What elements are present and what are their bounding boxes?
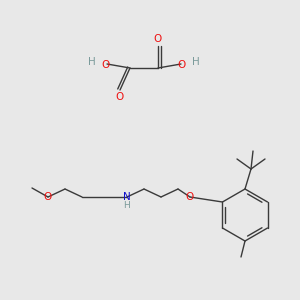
Text: H: H [88, 57, 96, 67]
Text: H: H [192, 57, 200, 67]
Text: N: N [123, 192, 131, 202]
Text: O: O [44, 192, 52, 202]
Text: H: H [124, 200, 130, 209]
Text: O: O [186, 192, 194, 202]
Text: O: O [116, 92, 124, 102]
Text: O: O [154, 34, 162, 44]
Text: O: O [178, 60, 186, 70]
Text: O: O [102, 60, 110, 70]
